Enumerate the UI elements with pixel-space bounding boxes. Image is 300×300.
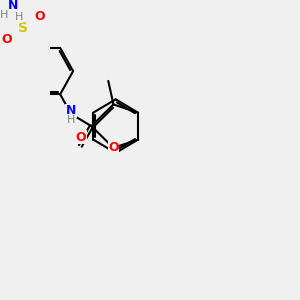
Text: O: O xyxy=(108,141,119,154)
Text: H: H xyxy=(67,115,75,125)
Text: H: H xyxy=(15,12,23,22)
Text: H: H xyxy=(0,10,8,20)
Text: O: O xyxy=(34,10,45,23)
Text: N: N xyxy=(66,104,76,118)
Text: S: S xyxy=(18,21,28,35)
Text: O: O xyxy=(2,33,12,46)
Text: N: N xyxy=(8,0,18,12)
Text: O: O xyxy=(76,131,86,144)
